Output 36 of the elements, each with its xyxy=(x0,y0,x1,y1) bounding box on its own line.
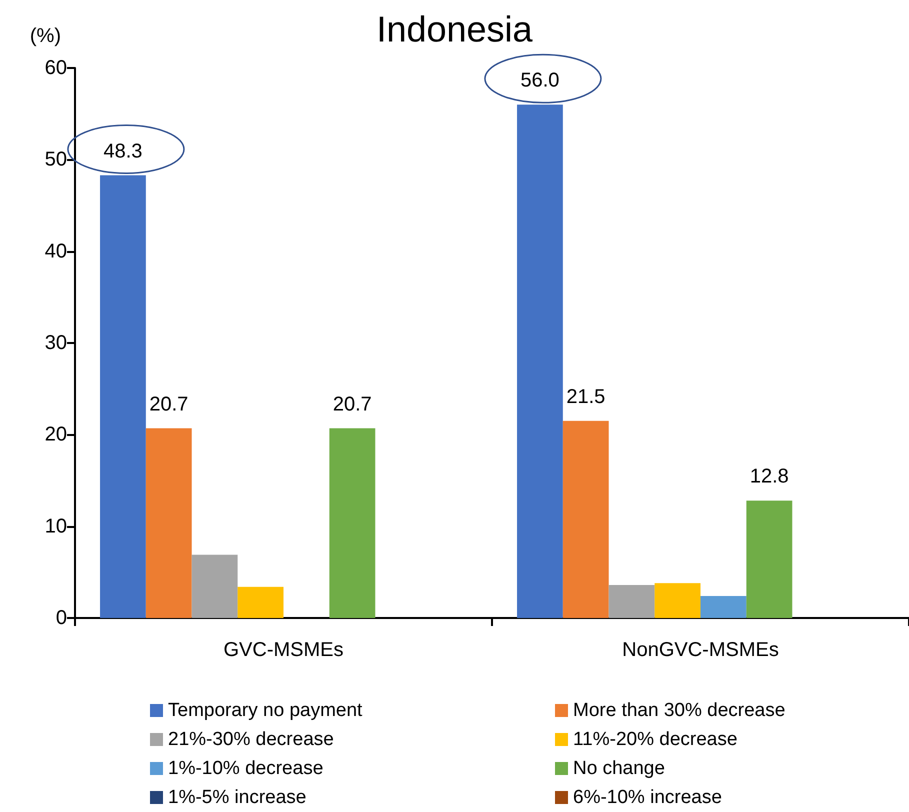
bar xyxy=(608,585,655,618)
y-tick-label: 60 xyxy=(44,57,67,79)
bar xyxy=(700,596,746,618)
bar xyxy=(192,554,238,618)
bar xyxy=(562,420,609,618)
legend-label: Temporary no payment xyxy=(168,700,364,721)
x-tick-label: NonGVC-MSMEs xyxy=(622,639,779,661)
data-label: 20.7 xyxy=(332,393,372,416)
legend-label: 11%-20% decrease xyxy=(573,729,738,750)
x-tick-label: GVC-MSMEs xyxy=(224,639,344,661)
y-axis-title: (%) xyxy=(30,25,61,47)
legend-label: 1%-5% increase xyxy=(168,787,306,808)
bar xyxy=(238,586,284,618)
legend-label: 1%-10% decrease xyxy=(168,758,324,779)
y-tick-label: 20 xyxy=(44,424,67,446)
chart-title: Indonesia xyxy=(376,8,534,50)
data-label: 56.0 xyxy=(520,70,560,92)
legend-label: 6%-10% increase xyxy=(573,787,722,808)
data-label: 20.7 xyxy=(149,393,188,416)
bar xyxy=(329,428,376,618)
bar xyxy=(517,104,563,618)
y-tick-label: 50 xyxy=(44,148,67,171)
legend-label: No change xyxy=(573,758,665,779)
y-tick-label: 30 xyxy=(44,332,67,354)
bar xyxy=(654,583,700,618)
legend-label: 21%-30% decrease xyxy=(168,729,334,750)
legend-label: More than 30% decrease xyxy=(573,700,786,721)
y-tick-label: 0 xyxy=(56,607,67,629)
y-tick-label: 10 xyxy=(44,515,67,538)
data-label: 21.5 xyxy=(566,386,606,408)
bar xyxy=(100,175,146,618)
y-tick-label: 40 xyxy=(44,240,67,262)
data-label: 48.3 xyxy=(103,140,142,162)
data-label: 12.8 xyxy=(750,466,789,488)
bar xyxy=(146,428,192,618)
bar xyxy=(746,500,792,618)
